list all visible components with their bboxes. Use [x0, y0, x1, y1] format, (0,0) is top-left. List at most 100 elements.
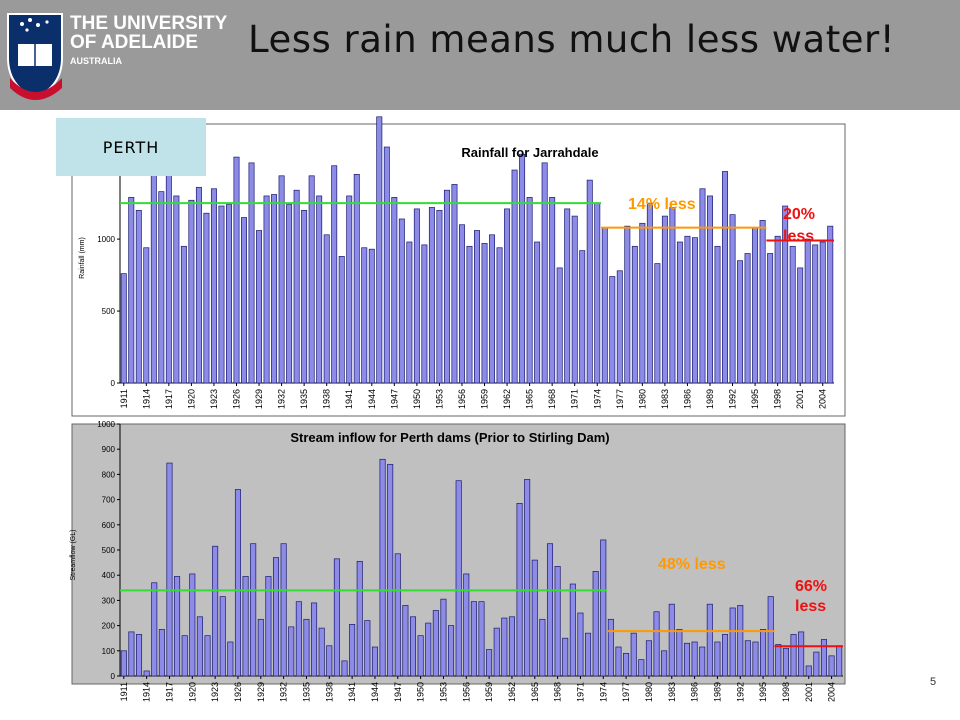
rainfall-bar [564, 208, 571, 384]
rainfall-bar [519, 153, 526, 384]
rainfall-bar [361, 247, 368, 384]
rainfall-bar [496, 247, 503, 384]
streamflow-x-tick-label: 1956 [461, 682, 471, 702]
rainfall-bar [203, 212, 210, 384]
streamflow-y-tick-label: 400 [102, 571, 116, 580]
streamflow-bar [273, 557, 280, 677]
rainfall-bar [624, 225, 631, 384]
streamflow-bar [668, 603, 675, 677]
streamflow-bar [546, 543, 554, 677]
streamflow-bar [676, 629, 683, 677]
rainfall-bar [316, 195, 323, 384]
streamflow-x-tick-label: 1929 [256, 682, 266, 702]
rainfall-bar [797, 267, 804, 384]
streamflow-chart-group: 0 100 200 300 400 500 600 700 800 900 1000 1911 1914… [70, 420, 846, 702]
rainfall-bar [233, 156, 240, 384]
streamflow-x-tick-label: 1962 [507, 682, 517, 702]
rainfall-bar [376, 116, 383, 384]
streamflow-bar [333, 558, 340, 677]
rainfall-chart-title: Rainfall for Jarrahdale [461, 145, 598, 160]
rainfall-x-tick-label: 1983 [660, 389, 670, 409]
streamflow-y-tick-label: 500 [102, 546, 116, 555]
streamflow-annotation: 48% less [658, 556, 726, 573]
rainfall-x-tick-label: 1971 [570, 389, 580, 409]
streamflow-bar [204, 635, 211, 677]
rainfall-x-tick-label: 1935 [299, 389, 309, 409]
rainfall-bar [286, 204, 293, 384]
rainfall-x-tick-label: 1992 [728, 389, 738, 409]
rainfall-bar [594, 202, 601, 384]
streamflow-x-tick-label: 1959 [484, 682, 494, 702]
rainfall-y-tick-label: 500 [102, 307, 116, 316]
rainfall-x-tick-label: 1941 [344, 389, 354, 409]
rainfall-bar [195, 186, 202, 384]
streamflow-x-tick-label: 1932 [279, 682, 289, 702]
rainfall-bar [293, 189, 300, 384]
rainfall-bar [158, 191, 165, 384]
rainfall-bar [804, 238, 811, 384]
rainfall-bar [752, 227, 759, 384]
rainfall-x-tick-label: 1965 [525, 389, 535, 409]
streamflow-bar [151, 582, 158, 677]
rainfall-bar [301, 209, 308, 384]
streamflow-bar [379, 458, 386, 677]
rainfall-bar [737, 260, 744, 384]
rainfall-bar [586, 179, 593, 384]
streamflow-annotation: 66% [795, 578, 827, 595]
streamflow-x-tick-label: 1992 [735, 682, 745, 702]
streamflow-x-tick-label: 1968 [553, 682, 563, 702]
city-label: PERTH [56, 118, 206, 176]
rainfall-y-axis-label: Rainfall (mm) [79, 237, 86, 279]
streamflow-bar [303, 618, 310, 677]
rainfall-bar [707, 195, 713, 384]
rainfall-bar [188, 199, 195, 384]
streamflow-x-tick-label: 1926 [233, 682, 243, 702]
rainfall-bar [684, 235, 691, 384]
streamflow-bar [775, 644, 782, 677]
rainfall-bar [481, 243, 488, 384]
rainfall-bar [256, 230, 263, 384]
streamflow-bar [181, 635, 188, 677]
streamflow-bar [189, 573, 196, 677]
streamflow-bar [387, 463, 394, 677]
rainfall-x-tick-label: 1959 [480, 389, 490, 409]
rainfall-bar [722, 171, 729, 384]
streamflow-bar [288, 626, 295, 677]
streamflow-x-tick-label: 1923 [210, 682, 220, 702]
rainfall-bar [271, 194, 278, 384]
rainfall-x-tick-label: 1977 [615, 389, 625, 409]
streamflow-bar [600, 539, 607, 677]
rainfall-bar [135, 209, 142, 384]
streamflow-y-tick-label: 700 [102, 496, 116, 505]
rainfall-bar [421, 244, 428, 384]
rainfall-bar [714, 245, 721, 384]
streamflow-bar [813, 651, 820, 677]
rainfall-x-tick-label: 1989 [705, 389, 715, 409]
streamflow-bar [798, 631, 805, 677]
rainfall-x-tick-label: 1980 [637, 389, 647, 409]
rainfall-x-tick-label: 2001 [795, 389, 805, 409]
streamflow-bar [212, 545, 219, 677]
streamflow-bar [120, 650, 127, 677]
rainfall-bar [120, 273, 127, 384]
rainfall-bar [616, 270, 623, 384]
rainfall-bar [556, 267, 563, 384]
rainfall-bar [346, 195, 353, 384]
streamflow-bar [752, 641, 759, 677]
rainfall-bar [541, 162, 548, 384]
streamflow-bar [760, 629, 767, 677]
streamflow-bar [128, 631, 135, 677]
streamflow-bar [569, 583, 576, 677]
rainfall-x-tick-label: 1998 [773, 389, 783, 409]
rainfall-annotation: 14% less [628, 196, 696, 213]
streamflow-bar [577, 612, 584, 677]
streamflow-y-tick-label: 900 [102, 445, 116, 454]
streamflow-bar [174, 576, 181, 677]
streamflow-bar [782, 647, 789, 677]
streamflow-y-tick-label: 1000 [97, 420, 115, 429]
header-bar [0, 0, 960, 110]
rainfall-bar [331, 165, 338, 384]
rainfall-annotation: less [783, 228, 814, 245]
rainfall-x-tick-label: 1968 [547, 389, 557, 409]
rainfall-bar [353, 174, 360, 384]
